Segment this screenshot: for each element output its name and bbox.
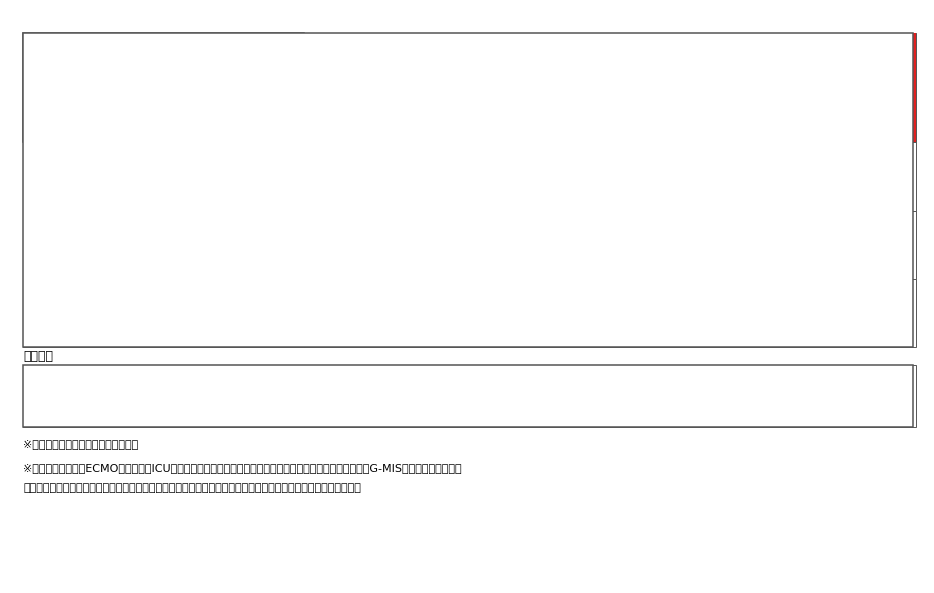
Text: （1）　新規感染者数: （1） 新規感染者数 xyxy=(33,154,108,167)
Text: 7人未満: 7人未満 xyxy=(364,390,397,402)
Bar xyxy=(457,142,610,211)
Text: ※２　人工呼吸器、ECMO装着者又はICU入室者。新型コロナウイルス感染症医療機関等情報支援システム（G-MIS）の報告数による。: ※２ 人工呼吸器、ECMO装着者又はICU入室者。新型コロナウイルス感染症医療機… xyxy=(23,463,462,473)
Text: 26人: 26人 xyxy=(828,390,852,402)
Bar xyxy=(304,33,610,80)
Bar xyxy=(23,279,304,347)
Bar xyxy=(304,33,610,80)
Bar xyxy=(763,142,916,211)
Bar xyxy=(610,365,763,427)
Text: 20人: 20人 xyxy=(674,170,699,183)
Bar xyxy=(457,279,610,347)
Bar xyxy=(610,33,916,80)
Bar xyxy=(763,80,916,142)
Bar xyxy=(763,279,916,347)
Bar xyxy=(23,365,913,427)
Text: 各ゾーンの重症者数は、愛知県の患者推計に基づく病床確保計画の各フェーズの重症入院患者数（推計値）。: 各ゾーンの重症者数は、愛知県の患者推計に基づく病床確保計画の各フェーズの重症入院… xyxy=(23,483,361,493)
Text: 40人: 40人 xyxy=(828,170,852,183)
Text: 150人未満: 150人未満 xyxy=(356,307,405,319)
Bar xyxy=(304,142,457,211)
Bar xyxy=(610,33,916,80)
Bar xyxy=(23,33,913,347)
Text: （3）　入院患者数: （3） 入院患者数 xyxy=(33,291,101,303)
Text: 20．0％: 20．0％ xyxy=(819,238,860,251)
Bar xyxy=(304,365,457,427)
Bar xyxy=(763,211,916,279)
Bar xyxy=(610,80,763,142)
Bar xyxy=(610,80,763,142)
Bar xyxy=(763,365,916,427)
Text: （陽性者数／検査者数※１）: （陽性者数／検査者数※１） xyxy=(33,251,127,264)
Bar xyxy=(610,211,763,279)
Text: 基　準　項　目: 基 準 項 目 xyxy=(132,80,195,95)
Text: 10人: 10人 xyxy=(521,170,545,183)
Text: 10人未満: 10人未満 xyxy=(360,170,401,183)
Bar xyxy=(457,80,610,142)
Text: 250人: 250人 xyxy=(670,307,703,319)
Text: 警戒
（イエローゾーン）: 警戒 （イエローゾーン） xyxy=(496,94,571,128)
Text: （2）　陽性率（過去７日間）: （2） 陽性率（過去７日間） xyxy=(33,222,138,235)
Text: 7人: 7人 xyxy=(525,390,542,402)
Text: （過去７日間の平均）: （過去７日間の平均） xyxy=(33,403,103,415)
Text: 150人: 150人 xyxy=(517,307,550,319)
Text: 5．0％未満: 5．0％未満 xyxy=(356,238,404,251)
Text: 注意
（グリーンゾーン）: 注意 （グリーンゾーン） xyxy=(343,94,418,128)
Bar xyxy=(23,142,304,211)
Bar xyxy=(23,211,304,279)
Text: 危険
（レッドゾーン）: 危険 （レッドゾーン） xyxy=(806,94,873,128)
Bar xyxy=(610,279,763,347)
Text: （過去７日間の平均）: （過去７日間の平均） xyxy=(33,320,103,332)
Text: 入院患者のうち重症者数※２: 入院患者のうち重症者数※２ xyxy=(33,377,134,389)
Text: 10．0％: 10．0％ xyxy=(666,238,707,251)
Bar xyxy=(457,365,610,427)
Bar xyxy=(304,80,457,142)
Text: 5．0％: 5．0％ xyxy=(517,238,550,251)
Text: 危険領域: 危険領域 xyxy=(745,49,781,64)
Text: 注意（警戒）領域: 注意（警戒）領域 xyxy=(422,49,492,64)
Text: 参考項目: 参考項目 xyxy=(23,350,53,363)
Bar xyxy=(457,211,610,279)
Bar xyxy=(23,33,304,142)
Text: ※１　陰性確認の検査を除いた人数。: ※１ 陰性確認の検査を除いた人数。 xyxy=(23,439,138,449)
Text: （過去７日間の平均）: （過去７日間の平均） xyxy=(33,183,103,196)
Bar xyxy=(610,142,763,211)
Bar xyxy=(304,211,457,279)
Bar xyxy=(457,80,610,142)
Bar xyxy=(23,365,304,427)
Text: 500人: 500人 xyxy=(823,307,856,319)
Text: 12人: 12人 xyxy=(674,390,699,402)
Bar xyxy=(763,80,916,142)
Bar xyxy=(304,80,457,142)
Bar xyxy=(304,279,457,347)
Text: 厳重警戒
（オレンジゾーン）: 厳重警戒 （オレンジゾーン） xyxy=(649,94,724,128)
